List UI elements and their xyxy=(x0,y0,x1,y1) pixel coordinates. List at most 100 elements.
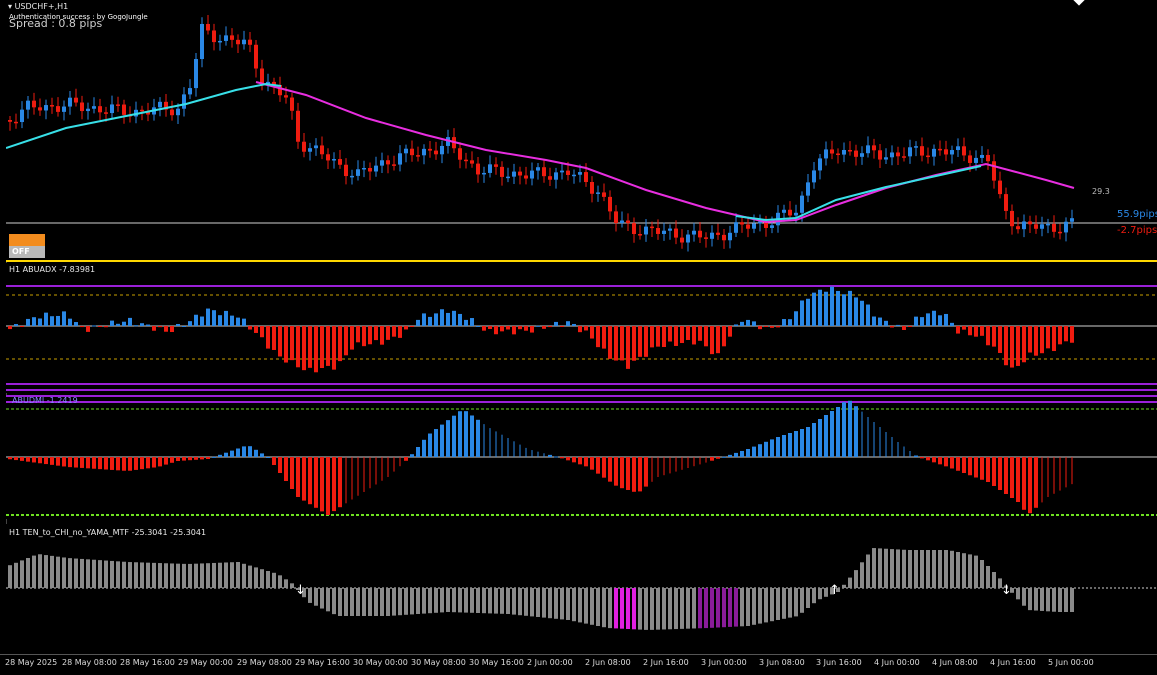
ten-to-chi-histogram-bar xyxy=(932,550,936,588)
adx-histogram-bar xyxy=(566,321,570,326)
price-chart-pane[interactable]: ▾ USDCHF+,H1 Spread : 0.8 pips Authentic… xyxy=(6,0,1157,260)
candle-body xyxy=(1070,218,1074,222)
ten-to-chi-histogram-bar xyxy=(50,555,54,588)
dmi-histogram-bar xyxy=(644,457,648,487)
adx-histogram-bar xyxy=(110,320,114,326)
adx-histogram-bar xyxy=(890,326,894,328)
adx-histogram-bar xyxy=(1034,326,1038,356)
ten-to-chi-histogram-bar xyxy=(596,588,600,626)
time-axis-label: 30 May 00:00 xyxy=(353,658,408,667)
dmi-histogram-bar xyxy=(956,457,960,471)
adx-histogram-bar xyxy=(272,326,276,350)
candle-body xyxy=(104,112,108,114)
adx-indicator-pane[interactable]: H1 ABUADX -7.83981 xyxy=(6,263,1157,393)
dmi-histogram-bar xyxy=(266,457,270,458)
dmi-histogram-bar xyxy=(470,415,474,457)
adx-histogram-bar xyxy=(218,315,222,326)
adx-histogram-bar xyxy=(842,294,846,326)
dmi-histogram-bar xyxy=(248,446,252,457)
adx-histogram-bar xyxy=(962,326,966,330)
candle-body xyxy=(644,226,648,235)
dmi-histogram-bar xyxy=(320,457,324,512)
pips-down-text: -2.7pips xyxy=(1117,225,1157,236)
time-axis-label: 3 Jun 00:00 xyxy=(701,658,747,667)
candle-body xyxy=(746,224,750,229)
dmi-histogram-bar xyxy=(158,457,162,467)
dmi-histogram-bar xyxy=(422,439,426,457)
dmi-histogram-bar xyxy=(483,424,485,457)
dmi-histogram-bar xyxy=(705,457,707,463)
dmi-histogram-bar xyxy=(879,427,881,457)
candle-body xyxy=(764,221,768,228)
dmi-histogram-bar xyxy=(230,450,234,457)
ten-to-chi-histogram-bar xyxy=(206,563,210,588)
candle-body xyxy=(968,155,972,163)
adx-histogram-bar xyxy=(392,326,396,337)
candle-body xyxy=(92,106,96,109)
candle-body xyxy=(560,170,564,173)
ten-to-chi-histogram-bar xyxy=(338,588,342,616)
ten-to-chi-histogram-bar xyxy=(296,588,300,590)
candle-body xyxy=(920,146,924,156)
dmi-histogram-bar xyxy=(663,457,665,476)
adx-histogram-bar xyxy=(836,290,840,326)
off-toggle-button[interactable]: OFF xyxy=(9,234,45,258)
ten-to-chi-histogram-bar xyxy=(962,553,966,588)
adx-histogram-bar xyxy=(758,326,762,330)
dmi-histogram-bar xyxy=(278,457,282,473)
candle-body xyxy=(962,146,966,156)
adx-histogram-bar xyxy=(530,326,534,333)
dmi-histogram-bar xyxy=(806,427,810,457)
dmi-indicator-pane[interactable]: ABUDMI -1.2419 xyxy=(6,395,1157,519)
candle-body xyxy=(590,182,594,194)
dmi-histogram-bar xyxy=(272,457,276,465)
ten-to-chi-histogram-bar xyxy=(980,560,984,588)
adx-histogram-bar xyxy=(152,326,156,331)
adx-histogram-bar xyxy=(596,326,600,348)
adx-histogram-bar xyxy=(872,316,876,326)
candle-body xyxy=(998,180,1002,195)
ten-to-chi-histogram-bar xyxy=(440,588,444,613)
ten-to-chi-histogram-bar xyxy=(260,569,264,588)
dmi-histogram-bar xyxy=(519,444,521,457)
dmi-histogram-bar xyxy=(1004,457,1008,494)
ten-to-chi-histogram-bar xyxy=(350,588,354,616)
ten-to-chi-indicator-pane[interactable]: ↓ ↑ ↓ H1 TEN_to_CHI_no_YAMA_MTF -25.3041 -… xyxy=(6,524,1157,654)
adx-histogram-bar xyxy=(674,326,678,346)
ten-to-chi-histogram-bar xyxy=(398,588,402,616)
adx-histogram-bar xyxy=(884,320,888,326)
adx-histogram-bar xyxy=(668,326,672,342)
dmi-histogram-bar xyxy=(20,457,24,461)
adx-histogram-bar xyxy=(350,326,354,350)
dmi-histogram-bar xyxy=(56,457,60,466)
adx-histogram-bar xyxy=(722,326,726,347)
adx-histogram-bar xyxy=(716,326,720,354)
ten-to-chi-histogram-bar xyxy=(926,550,930,588)
adx-histogram-bar xyxy=(308,326,312,368)
ten-to-chi-histogram-bar xyxy=(572,588,576,622)
adx-histogram-bar xyxy=(1070,326,1074,343)
adx-histogram-bar xyxy=(944,313,948,326)
candle-body xyxy=(710,232,714,239)
dmi-histogram-bar xyxy=(434,429,438,457)
dmi-histogram-bar xyxy=(410,454,414,457)
adx-histogram-bar xyxy=(428,316,432,326)
adx-histogram-bar xyxy=(284,326,288,363)
dmi-histogram-bar xyxy=(116,457,120,471)
dmi-histogram-bar xyxy=(387,457,389,477)
dmi-histogram-bar xyxy=(710,457,714,461)
candle-body xyxy=(572,174,576,177)
ten-to-chi-histogram-bar xyxy=(656,588,660,630)
adx-histogram-bar xyxy=(362,326,366,347)
candle-body xyxy=(314,145,318,149)
adx-histogram-bar xyxy=(1064,326,1068,342)
ten-to-chi-histogram-bar xyxy=(290,583,294,588)
ten-to-chi-histogram-bar xyxy=(872,548,876,588)
dmi-histogram-bar xyxy=(428,433,432,457)
ten-to-chi-histogram-bar xyxy=(428,588,432,614)
adx-histogram-bar xyxy=(452,310,456,326)
dmi-histogram-bar xyxy=(1041,457,1043,503)
adx-histogram-bar xyxy=(902,326,906,330)
chart-menu-arrow-icon[interactable]: ▾ xyxy=(8,2,13,11)
adx-histogram-bar xyxy=(1022,326,1026,363)
